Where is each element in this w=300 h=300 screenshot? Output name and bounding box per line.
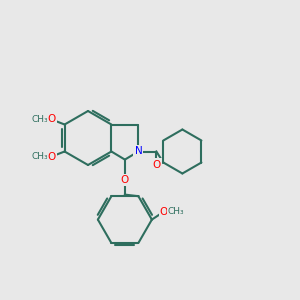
Text: CH₃: CH₃ (31, 152, 48, 161)
Text: O: O (47, 115, 56, 124)
Text: CH₃: CH₃ (168, 207, 184, 216)
Text: O: O (47, 152, 56, 161)
Text: O: O (121, 175, 129, 184)
Text: N: N (134, 146, 142, 157)
Text: CH₃: CH₃ (31, 115, 48, 124)
Text: O: O (160, 207, 168, 217)
Text: O: O (152, 160, 160, 170)
